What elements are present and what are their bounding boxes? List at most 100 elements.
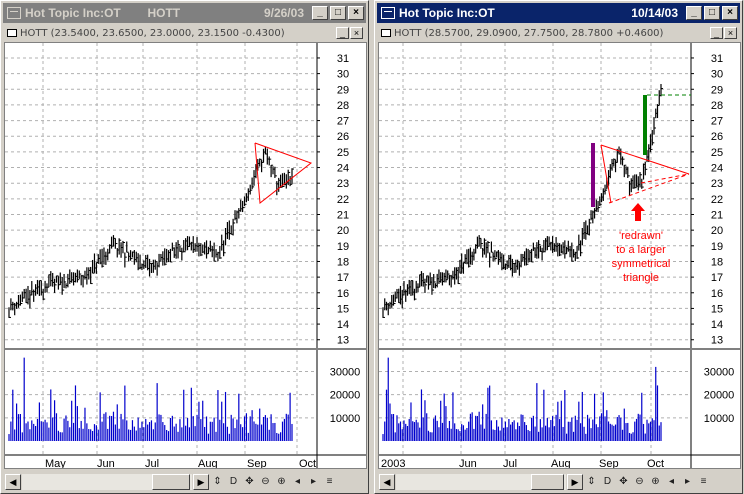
volume-tick-label: 20000 xyxy=(330,390,361,402)
right-titlebar[interactable]: Hot Topic Inc:OT 10/14/03 _ □ × xyxy=(377,3,740,23)
quote-text: HOTT (28.5700, 29.0900, 27.7500, 28.7800… xyxy=(394,27,664,39)
prev-icon[interactable]: ◂ xyxy=(294,476,301,487)
price-tick-label: 19 xyxy=(711,241,723,253)
close-button[interactable]: × xyxy=(722,6,738,20)
red-arrow-icon xyxy=(631,203,645,221)
price-tick-label: 31 xyxy=(711,53,723,65)
move-icon[interactable]: ✥ xyxy=(245,476,254,487)
month-label: Jul xyxy=(503,458,517,468)
scroll-thumb[interactable] xyxy=(152,474,190,490)
month-label: Jul xyxy=(145,458,159,468)
price-tick-label: 16 xyxy=(711,288,723,300)
price-tick-label: 13 xyxy=(337,335,349,347)
window-title: Hot Topic Inc:OT xyxy=(399,6,495,20)
price-tick-label: 17 xyxy=(711,272,723,284)
pane-close-button[interactable]: × xyxy=(350,27,363,39)
price-volume-chart[interactable]: 31 30 29 28 27 26 25 24 23 22 21 20 19 18 17 16 15 14 13 30… xyxy=(4,42,367,469)
price-tick-label: 25 xyxy=(337,147,349,159)
minimize-button[interactable]: _ xyxy=(686,6,702,20)
price-tick-label: 29 xyxy=(711,84,723,96)
price-tick-label: 20 xyxy=(711,225,723,237)
triangle-lower-line xyxy=(608,173,690,204)
price-tick-label: 26 xyxy=(711,131,723,143)
annotation-text: to a larger xyxy=(616,244,666,256)
scroll-arrows-icon[interactable]: ⇕ xyxy=(213,476,222,487)
chart-scrollbar[interactable]: ◀ ▶ ⇕ D ✥ ⊖ ⊕ ◂ ▸ ≡ xyxy=(4,472,367,492)
price-tick-label: 27 xyxy=(711,116,723,128)
price-volume-chart[interactable]: 31 30 29 28 27 26 25 24 23 22 21 20 19 18 17 16 15 14 13 30… xyxy=(378,42,741,469)
scroll-track[interactable] xyxy=(396,474,566,490)
volume-tick-label: 30000 xyxy=(704,367,735,379)
next-icon[interactable]: ▸ xyxy=(310,476,317,487)
price-tick-label: 27 xyxy=(337,116,349,128)
price-tick-label: 16 xyxy=(337,288,349,300)
pane-close-button[interactable]: × xyxy=(724,27,737,39)
window-date: 10/14/03 xyxy=(631,6,678,20)
left-chart-svg: 31 30 29 28 27 26 25 24 23 22 21 20 19 18 17 16 15 14 13 30… xyxy=(5,43,366,468)
month-label: Jun xyxy=(459,458,477,468)
prev-icon[interactable]: ◂ xyxy=(668,476,675,487)
price-tick-label: 18 xyxy=(711,256,723,268)
volume-tick-label: 10000 xyxy=(330,413,361,425)
price-tick-label: 30 xyxy=(711,69,723,81)
price-tick-label: 23 xyxy=(711,178,723,190)
zoom-in-icon[interactable]: ⊕ xyxy=(651,476,660,487)
price-tick-label: 14 xyxy=(337,319,349,331)
quote-bar: HOTT (23.5400, 23.6500, 23.0000, 23.1500… xyxy=(3,25,366,41)
price-tick-label: 28 xyxy=(337,100,349,112)
quote-bar: HOTT (28.5700, 29.0900, 27.7500, 28.7800… xyxy=(377,25,740,41)
d-icon[interactable]: D xyxy=(603,476,612,487)
price-tick-label: 30 xyxy=(337,69,349,81)
annotation-text: symmetrical xyxy=(612,258,671,270)
month-label: Sep xyxy=(247,458,267,468)
price-tick-label: 31 xyxy=(337,53,349,65)
minimize-button[interactable]: _ xyxy=(312,6,328,20)
scroll-track[interactable] xyxy=(22,474,192,490)
scroll-arrows-icon[interactable]: ⇕ xyxy=(587,476,596,487)
price-tick-label: 15 xyxy=(337,303,349,315)
triangle-base-line xyxy=(600,144,612,204)
price-tick-label: 26 xyxy=(337,131,349,143)
menu-icon[interactable]: ≡ xyxy=(326,476,333,487)
chart-scrollbar[interactable]: ◀ ▶ ⇕ D ✥ ⊖ ⊕ ◂ ▸ ≡ xyxy=(378,472,741,492)
zoom-out-icon[interactable]: ⊖ xyxy=(635,476,644,487)
symmetrical-triangle xyxy=(254,142,313,204)
price-tick-label: 22 xyxy=(337,194,349,206)
chart-window-icon xyxy=(7,7,21,19)
menu-icon[interactable]: ≡ xyxy=(700,476,707,487)
scroll-right-button[interactable]: ▶ xyxy=(193,474,209,490)
scroll-right-button[interactable]: ▶ xyxy=(567,474,583,490)
month-label: Oct xyxy=(299,458,316,468)
scroll-left-button[interactable]: ◀ xyxy=(379,474,395,490)
month-label: Jun xyxy=(97,458,115,468)
month-label: May xyxy=(45,458,66,468)
zoom-in-icon[interactable]: ⊕ xyxy=(277,476,286,487)
quote-icon xyxy=(7,29,17,37)
close-button[interactable]: × xyxy=(348,6,364,20)
price-tick-label: 14 xyxy=(711,319,723,331)
maximize-button[interactable]: □ xyxy=(704,6,720,20)
price-tick-label: 29 xyxy=(337,84,349,96)
move-icon[interactable]: ✥ xyxy=(619,476,628,487)
d-icon[interactable]: D xyxy=(229,476,238,487)
price-tick-label: 24 xyxy=(337,163,349,175)
right-chart-window: Hot Topic Inc:OT 10/14/03 _ □ × HOTT (28… xyxy=(374,0,743,494)
triangle-upper-line xyxy=(600,144,690,175)
price-tick-label: 21 xyxy=(711,210,723,222)
window-date: 9/26/03 xyxy=(263,6,304,20)
annotation-text: triangle xyxy=(623,272,659,284)
scroll-left-button[interactable]: ◀ xyxy=(5,474,21,490)
scroll-thumb[interactable] xyxy=(531,474,564,490)
month-label: Aug xyxy=(551,458,571,468)
month-label: Oct xyxy=(647,458,664,468)
pane-minimize-button[interactable]: _ xyxy=(336,27,349,39)
left-titlebar[interactable]: Hot Topic Inc:OT HOTT 9/26/03 _ □ × xyxy=(3,3,366,23)
price-tick-label: 23 xyxy=(337,178,349,190)
maximize-button[interactable]: □ xyxy=(330,6,346,20)
next-icon[interactable]: ▸ xyxy=(684,476,691,487)
pane-minimize-button[interactable]: _ xyxy=(710,27,723,39)
right-chart-svg: 31 30 29 28 27 26 25 24 23 22 21 20 19 18 17 16 15 14 13 30… xyxy=(379,43,740,468)
quote-text: HOTT (23.5400, 23.6500, 23.0000, 23.1500… xyxy=(20,27,285,39)
chart-window-icon xyxy=(381,7,395,19)
zoom-out-icon[interactable]: ⊖ xyxy=(261,476,270,487)
